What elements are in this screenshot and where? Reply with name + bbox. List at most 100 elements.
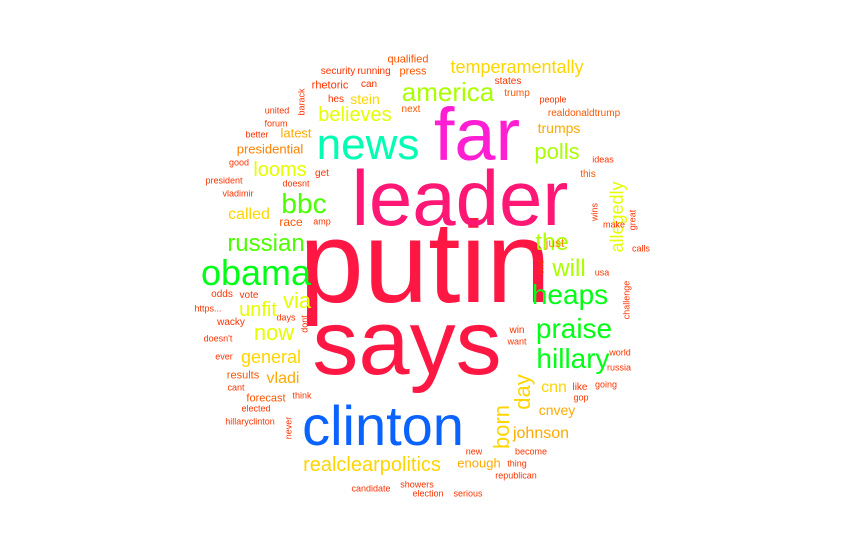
word-cant: cant <box>227 382 245 393</box>
word-vladimir: vladimir <box>222 188 254 199</box>
word-win: win <box>509 325 525 336</box>
word-odds: odds <box>211 289 233 300</box>
word-the: the <box>535 229 569 256</box>
word-vote: vote <box>239 290 259 301</box>
word-race: race <box>279 215 303 229</box>
word-make: make <box>602 219 626 230</box>
word-barack: barack <box>296 88 307 116</box>
word-doesnt: doesnt <box>282 178 310 189</box>
word-believes: believes <box>318 104 392 126</box>
word-serious: serious <box>453 488 483 499</box>
word-forecast: forecast <box>246 392 286 405</box>
word-better: better <box>245 129 269 140</box>
word-states: states <box>494 76 522 87</box>
word-bbc: bbc <box>281 188 327 219</box>
word-trump: trump <box>504 88 530 99</box>
word-just: just <box>545 236 565 250</box>
word-says: says <box>312 292 502 394</box>
word-elected: elected <box>241 403 271 414</box>
word-will: will <box>552 255 586 282</box>
word-latest: latest <box>280 125 312 141</box>
word-become: become <box>514 446 548 457</box>
word-looms: looms <box>253 159 307 181</box>
word-wins: wins <box>589 202 600 222</box>
word-via: via <box>282 288 312 313</box>
word-hillary: hillary <box>536 343 610 374</box>
word-vladi: vladi <box>266 370 300 387</box>
word-election: election <box>412 488 444 499</box>
word-day: day <box>510 374 535 410</box>
word-hes: hes <box>327 94 345 105</box>
word-good: good <box>228 157 250 168</box>
word-republican: republican <box>495 470 537 481</box>
word-showers: showers <box>400 479 434 490</box>
word-general: general <box>240 347 302 367</box>
word-https: https... <box>194 303 222 314</box>
word-next: next <box>401 104 421 115</box>
word-dont: dont <box>299 315 310 333</box>
word-russia: russia <box>606 362 632 373</box>
word-forum: forum <box>264 118 288 129</box>
word-realclearpolitics: realclearpolitics <box>303 454 441 476</box>
word-security: security <box>320 66 356 77</box>
word-called: called <box>228 206 270 223</box>
word-cnn: cnn <box>541 379 567 396</box>
word-putin: putin <box>299 197 551 327</box>
word-amp: amp <box>313 216 331 227</box>
word-realdonaldtrump: realdonaldtrump <box>547 108 621 119</box>
word-wacky: wacky <box>217 317 245 328</box>
word-thing: thing <box>507 458 527 469</box>
word-leader: leader <box>351 154 569 242</box>
word-cnvey: cnvey <box>538 402 576 418</box>
word-russian: russian <box>227 230 305 257</box>
word-allegedly: allegedly <box>607 181 627 253</box>
word-ever: ever <box>215 351 233 362</box>
word-temperamentally: temperamentally <box>450 57 584 77</box>
word-obama: obama <box>200 252 312 293</box>
word-presidential: presidential <box>236 141 304 157</box>
word-think: think <box>292 390 312 401</box>
word-candidate: candidate <box>351 483 391 494</box>
word-like: like <box>572 382 588 393</box>
word-this: this <box>580 169 596 180</box>
word-calls: calls <box>631 243 651 254</box>
word-new: new <box>465 446 483 457</box>
word-people: people <box>539 94 567 105</box>
word-stein: stein <box>350 91 380 107</box>
word-far: far <box>433 93 521 176</box>
word-one: one <box>535 259 546 275</box>
word-polls: polls <box>534 139 580 164</box>
word-usa: usa <box>594 267 610 278</box>
word-ideas: ideas <box>592 154 614 165</box>
word-america: america <box>401 77 495 107</box>
word-united: united <box>264 105 290 116</box>
word-press: press <box>399 65 427 78</box>
word-praise: praise <box>535 313 613 344</box>
word-rhetoric: rhetoric <box>311 79 349 92</box>
word-johnson: johnson <box>512 425 570 442</box>
word-going: going <box>594 379 618 390</box>
word-enough: enough <box>457 455 501 471</box>
word-heaps: heaps <box>531 279 609 310</box>
word-unfit: unfit <box>239 299 277 321</box>
word-challenge: challenge <box>621 280 632 320</box>
word-results: results <box>226 369 260 382</box>
word-running: running <box>357 66 391 77</box>
word-world: world <box>609 347 631 358</box>
word-want: want <box>507 336 527 347</box>
word-president: president <box>205 175 243 186</box>
word-never: never <box>283 416 294 440</box>
word-great: great <box>627 209 638 231</box>
word-born: born <box>489 404 514 450</box>
word-days: days <box>276 312 296 323</box>
word-clinton: clinton <box>302 394 464 457</box>
word-qualified: qualified <box>387 53 429 66</box>
word-doesn-t: doesn't <box>203 333 233 344</box>
word-can: can <box>360 79 378 90</box>
word-gop: gop <box>573 392 589 403</box>
word-get: get <box>315 168 329 179</box>
word-now: now <box>253 320 295 345</box>
word-trumps: trumps <box>537 120 581 136</box>
word-hillaryclinton: hillaryclinton <box>225 416 275 427</box>
